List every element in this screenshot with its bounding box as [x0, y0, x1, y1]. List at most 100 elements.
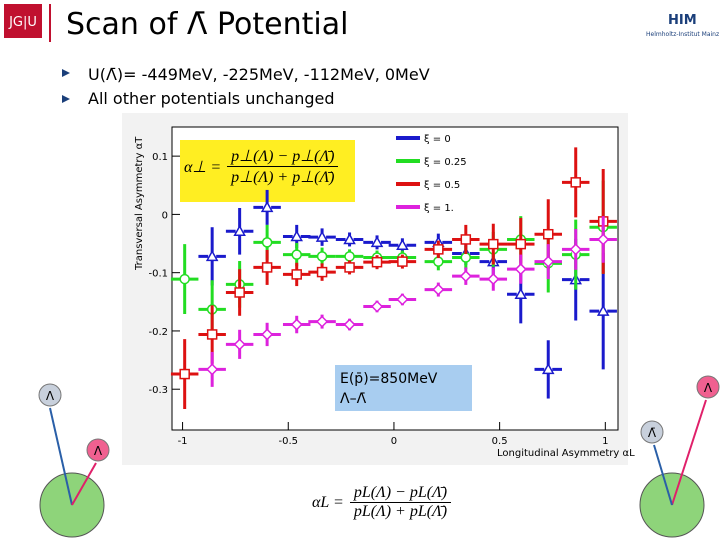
marker	[514, 263, 527, 276]
marker	[514, 287, 528, 299]
annotation: E(p̄)=850MeV	[340, 371, 438, 387]
marker-bg	[208, 330, 217, 339]
marker	[344, 262, 355, 273]
marker-bg	[461, 272, 470, 281]
x-tick-label: 0	[391, 436, 397, 447]
marker-bg	[398, 257, 407, 266]
particle	[38, 383, 62, 407]
marker-bg	[208, 365, 217, 374]
marker-bg	[292, 232, 301, 241]
legend-label: ξ = 1.	[424, 203, 454, 214]
y-tick-label: 0	[162, 210, 168, 221]
marker	[233, 338, 246, 351]
marker-bg	[345, 252, 354, 261]
bullet-icon	[62, 69, 70, 77]
marker	[597, 233, 610, 246]
logo-box	[4, 4, 42, 38]
marker	[205, 249, 219, 262]
marker-bg	[571, 178, 580, 187]
marker	[541, 362, 555, 375]
marker-bg	[263, 238, 272, 247]
marker-bg	[544, 257, 553, 266]
legend-label: ξ = 0.25	[424, 157, 467, 168]
marker-bg	[180, 275, 189, 284]
x-tick-label: 1	[602, 436, 608, 447]
marker-bg	[599, 235, 608, 244]
marker	[234, 287, 245, 298]
bullet: All other potentials unchanged	[88, 89, 335, 108]
marker-bg	[544, 365, 553, 374]
marker	[290, 318, 303, 331]
formula: αL = pL(Λ) − pL(Λ̄) pL(Λ) + pL(Λ̄)	[312, 484, 452, 521]
annotation: Λ–Λ̄	[340, 391, 367, 407]
marker-bg	[263, 203, 272, 212]
x-tick-label: 0.5	[492, 436, 508, 447]
y-tick-label: -0.3	[148, 385, 168, 396]
numerator: p⊥(Λ) − p⊥(Λ̄)	[227, 146, 339, 167]
marker-bg	[373, 238, 382, 247]
y-tick-label: -0.2	[148, 327, 168, 338]
marker	[488, 238, 499, 250]
marker-bg	[235, 340, 244, 349]
marker	[233, 224, 246, 237]
formula: α⊥ = p⊥(Λ) − p⊥(Λ̄) p⊥(Λ) + p⊥(Λ̄)	[184, 146, 339, 187]
marker-bg	[318, 233, 327, 242]
particle-label: Λ	[94, 444, 103, 458]
marker-bg	[434, 245, 443, 254]
numerator: pL(Λ) − pL(Λ̄)	[349, 484, 452, 503]
legend-label: ξ = 0.5	[424, 180, 460, 191]
marker-bg	[571, 245, 580, 254]
marker-bg	[516, 265, 525, 274]
marker	[261, 328, 274, 341]
marker	[569, 243, 582, 256]
marker-bg	[318, 268, 327, 277]
marker-bg	[318, 252, 327, 261]
logo-right-sub: Helmholtz-Institut Mainz	[646, 31, 719, 38]
marker-bg	[292, 250, 301, 259]
marker	[316, 251, 328, 262]
marker	[179, 368, 190, 380]
marker-bg	[292, 270, 301, 279]
particle-label: Λ	[704, 381, 713, 395]
marker-bg	[398, 295, 407, 304]
fraction: pL(Λ) − pL(Λ̄) pL(Λ) + pL(Λ̄)	[349, 484, 452, 521]
marker	[261, 237, 273, 248]
particle-label: Λ	[46, 389, 55, 403]
marker	[206, 363, 219, 376]
marker	[179, 273, 190, 285]
marker	[433, 244, 444, 255]
marker-bg	[489, 275, 498, 284]
marker	[291, 249, 302, 260]
bullet: U(Λ̄)= -449MeV, -225MeV, -112MeV, 0MeV	[88, 65, 430, 84]
marker	[260, 200, 274, 213]
marker	[261, 262, 273, 273]
arrow	[671, 399, 707, 506]
marker	[396, 293, 409, 306]
x-axis-label: Longitudinal Asymmetry αL	[497, 448, 635, 459]
marker-bg	[263, 330, 272, 339]
marker-bg	[434, 257, 443, 266]
marker	[206, 329, 218, 340]
formula-lhs: α⊥ =	[184, 158, 222, 176]
particle-label: Λ̄	[648, 426, 657, 440]
marker	[343, 232, 356, 245]
marker	[396, 238, 409, 251]
marker-bg	[180, 370, 189, 379]
marker	[315, 230, 329, 242]
marker	[542, 255, 555, 268]
marker-bg	[373, 258, 382, 267]
annotation-box	[335, 365, 472, 411]
denominator: p⊥(Λ) + p⊥(Λ̄)	[231, 169, 335, 186]
marker-bg	[461, 253, 470, 262]
particle	[86, 438, 110, 462]
arrow	[71, 462, 97, 506]
title: Scan of Λ̄ Potential	[66, 7, 348, 42]
marker	[371, 256, 383, 268]
marker	[542, 228, 554, 240]
marker-bg	[208, 252, 217, 261]
particle	[696, 375, 720, 399]
arrow	[653, 444, 673, 506]
x-tick-label: -0.5	[278, 436, 298, 447]
formula-lhs: αL =	[312, 493, 344, 511]
